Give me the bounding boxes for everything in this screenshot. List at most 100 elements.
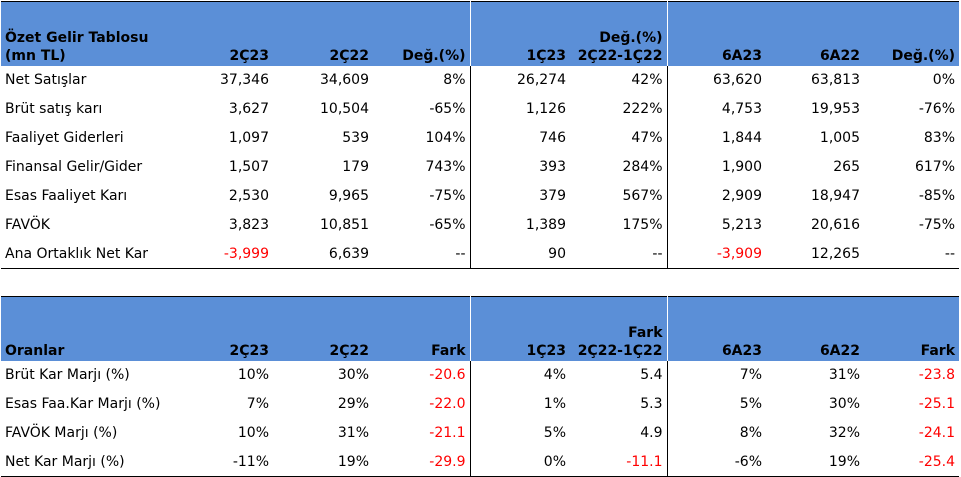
table-cell: 379: [469, 181, 570, 211]
table-cell: -24.1: [918, 425, 955, 441]
ratios-title: Oranlar: [1, 296, 173, 361]
col-header: Değ.(%): [373, 1, 470, 66]
table-cell: 2,909: [666, 181, 766, 211]
table-cell: 31%: [828, 367, 860, 383]
table-cell: --: [944, 245, 955, 262]
income-unit: (mn TL): [5, 47, 66, 64]
table-cell: 19%: [337, 453, 369, 470]
table-cell: 63,620: [666, 65, 766, 95]
col-header: 2Ç22: [273, 1, 373, 66]
table-cell: 617%: [914, 159, 955, 175]
table-cell: 10%: [237, 425, 269, 441]
col-header: 6A22: [766, 296, 864, 361]
table-cell: -76%: [918, 101, 955, 117]
table-cell: -75%: [918, 217, 955, 233]
table-cell: 4,753: [666, 94, 766, 124]
table-cell: 284%: [622, 159, 663, 175]
table-cell: 2,530: [228, 188, 269, 204]
table-cell: 32%: [828, 425, 860, 441]
table-row: Brüt Kar Marjı (%) 10% 30% -20.6 4% 5.4 7% 31% -…: [1, 360, 959, 390]
row-label: Esas Faaliyet Karı: [5, 188, 128, 204]
table-cell: 1,389: [469, 210, 570, 240]
table-cell: 8%: [443, 72, 466, 88]
ratios-body: Brüt Kar Marjı (%) 10% 30% -20.6 4% 5.4 7% 31% -…: [1, 360, 959, 477]
table-cell: 1,507: [228, 159, 269, 175]
table-cell: 47%: [631, 130, 663, 146]
table-cell: 5%: [666, 389, 766, 419]
table-cell: 12,265: [811, 245, 860, 262]
table-cell: 83%: [923, 130, 955, 146]
table-cell: 5,213: [666, 210, 766, 240]
table-cell: -3,999: [223, 245, 269, 262]
table-cell: -23.8: [918, 367, 955, 383]
col-header-sub: 2Ç22-1Ç22: [577, 342, 663, 359]
table-cell: 3,823: [228, 217, 269, 233]
table-cell: 30%: [828, 396, 860, 412]
row-label: Net Kar Marjı (%): [5, 453, 125, 470]
table-row: FAVÖK 3,823 10,851 -65% 1,389 175% 5,213 20,616…: [1, 210, 959, 240]
table-cell: 222%: [622, 101, 663, 117]
table-cell: 26,274: [469, 65, 570, 95]
col-header: 6A23: [666, 296, 766, 361]
row-label: Brüt Kar Marjı (%): [5, 367, 130, 383]
table-cell: 42%: [631, 72, 663, 88]
ratios-header-row: Oranlar 2Ç23 2Ç22 Fark 1Ç23 Fark 2Ç22-1Ç…: [1, 296, 959, 361]
table-cell: 1%: [469, 389, 570, 419]
table-cell: 1,900: [666, 152, 766, 182]
table-cell: -29.9: [429, 453, 466, 470]
table-row: Brüt satış karı 3,627 10,504 -65% 1,126 222% 4…: [1, 94, 959, 124]
table-cell: 5.4: [640, 367, 663, 383]
table-cell: --: [652, 245, 663, 262]
row-label: Finansal Gelir/Gider: [5, 159, 143, 175]
table-cell: 3,627: [228, 101, 269, 117]
table-cell: 10,504: [320, 101, 369, 117]
table-cell: -11.1: [626, 453, 663, 470]
col-header: Değ.(%): [599, 29, 663, 46]
table-cell: 1,005: [819, 130, 860, 146]
col-header: 1Ç23: [469, 1, 570, 66]
table-cell: 0%: [469, 447, 570, 477]
table-cell: 393: [469, 152, 570, 182]
table-cell: -6%: [666, 447, 766, 477]
col-header: 1Ç23: [469, 296, 570, 361]
table-cell: 30%: [337, 367, 369, 383]
table-cell: 265: [833, 159, 860, 175]
table-cell: -25.4: [918, 453, 955, 470]
table-cell: 18,947: [811, 188, 860, 204]
table-cell: 5.3: [640, 396, 663, 412]
table-cell: -25.1: [918, 396, 955, 412]
table-row: Net Satışlar 37,346 34,609 8% 26,274 42% 63,62…: [1, 65, 959, 95]
table-row: Net Kar Marjı (%) -11% 19% -29.9 0% -11.1 -6% 1…: [1, 447, 959, 477]
table-cell: 5%: [469, 418, 570, 448]
table-cell: 567%: [622, 188, 663, 204]
income-statement-table: Özet Gelir Tablosu (mn TL) 2Ç23 2Ç22 Değ…: [1, 1, 959, 269]
table-cell: 34,609: [320, 72, 369, 88]
col-header-sub: 2Ç22-1Ç22: [577, 47, 663, 64]
table-cell: 4.9: [640, 425, 663, 441]
table-cell: -85%: [918, 188, 955, 204]
table-cell: -11%: [232, 453, 269, 470]
table-cell: 175%: [622, 217, 663, 233]
table-row: Esas Faa.Kar Marjı (%) 7% 29% -22.0 1% 5.3 5% 3…: [1, 389, 959, 419]
row-label: FAVÖK: [5, 217, 50, 233]
table-cell: 746: [469, 123, 570, 153]
table-cell: 1,097: [228, 130, 269, 146]
table-cell: -65%: [429, 217, 466, 233]
table-cell: 29%: [337, 396, 369, 412]
table-cell: -21.1: [429, 425, 466, 441]
table-cell: -65%: [429, 101, 466, 117]
table-cell: 19%: [828, 453, 860, 470]
col-header: Fark: [373, 296, 470, 361]
table-cell: -75%: [429, 188, 466, 204]
table-row: Finansal Gelir/Gider 1,507 179 743% 393 284% 1…: [1, 152, 959, 182]
col-header: 2Ç23: [173, 1, 273, 66]
table-cell: 10%: [237, 367, 269, 383]
table-row: FAVÖK Marjı (%) 10% 31% -21.1 5% 4.9 8% 32% -24.…: [1, 418, 959, 448]
col-header: Değ.(%): [864, 1, 959, 66]
col-header: Fark: [628, 324, 663, 341]
income-title: Özet Gelir Tablosu: [5, 29, 149, 46]
col-header: 6A23: [666, 1, 766, 66]
row-label: Net Satışlar: [5, 72, 87, 88]
table-cell: 63,813: [811, 72, 860, 88]
table-cell: 7%: [246, 396, 269, 412]
